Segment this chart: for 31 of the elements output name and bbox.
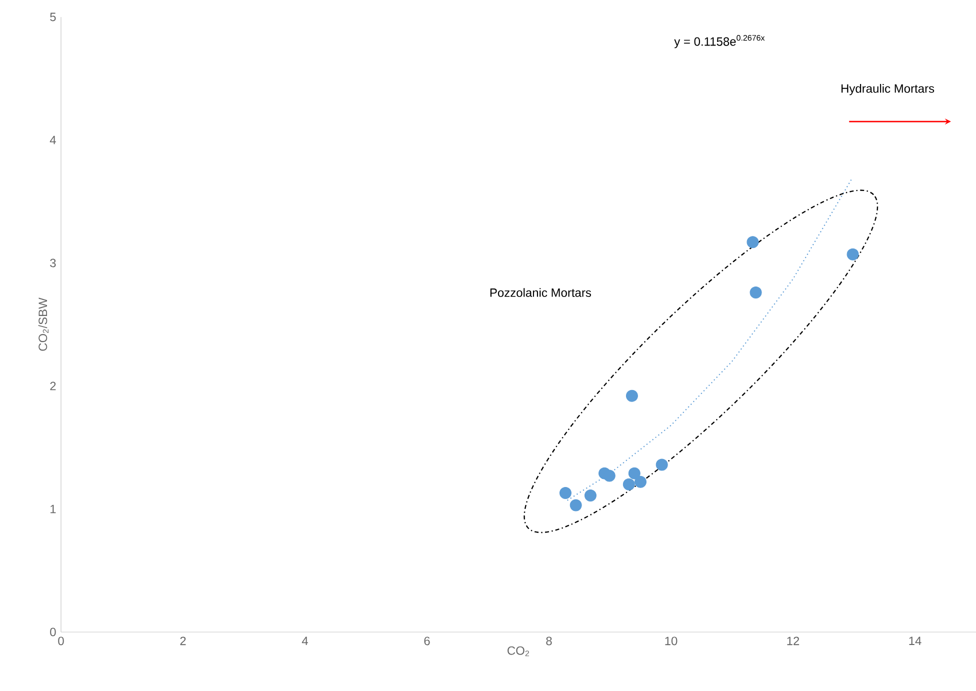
- y-tick-label: 0: [50, 628, 56, 636]
- y-tick-label: 5: [50, 12, 56, 22]
- x-tick-label: 14: [909, 636, 922, 645]
- point: [603, 470, 616, 482]
- x-tick-label: 12: [787, 636, 800, 646]
- x-tick-label: 0: [58, 636, 64, 646]
- x-tick-label: 8: [546, 636, 552, 646]
- point: [570, 499, 582, 512]
- x-tick-label: 10: [665, 636, 678, 646]
- y-axis-title: CO$_{2}$/SBW: [38, 298, 48, 351]
- point: [559, 486, 572, 499]
- point: [846, 248, 859, 260]
- y-tick-label: 1: [50, 504, 56, 514]
- point: [656, 458, 668, 471]
- x-tick-label: 4: [302, 636, 308, 645]
- annotation: y = 0.1158e$^{0.2676x}$: [674, 35, 765, 48]
- point: [750, 286, 762, 299]
- annotation: Pozzolanic Mortars: [490, 288, 592, 297]
- x-tick-label: 2: [180, 636, 186, 646]
- x-tick-label: 6: [424, 636, 430, 646]
- point: [628, 467, 640, 480]
- point: [634, 476, 647, 488]
- y-tick-label: 2: [50, 382, 56, 390]
- point: [626, 390, 638, 402]
- point: [746, 236, 759, 248]
- point: [584, 489, 596, 502]
- point: [622, 478, 635, 490]
- annotation: Hydraulic Mortars: [842, 84, 934, 96]
- y-tick-label: 3: [50, 258, 56, 268]
- y-tick-label: 4: [50, 136, 56, 144]
- x-axis-title: CO$_{2}$: [508, 646, 529, 656]
